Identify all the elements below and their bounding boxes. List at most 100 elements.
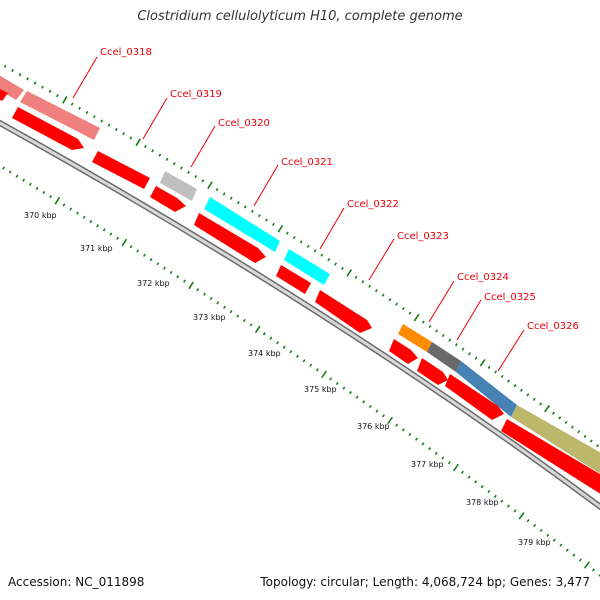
inner-tick [315, 368, 319, 372]
outer-tick [388, 298, 392, 302]
cds-arrow[interactable] [501, 419, 600, 500]
cds-arrow[interactable] [12, 107, 84, 150]
gene-label-ccel-0318[interactable]: Ccel_0318 [100, 47, 152, 58]
inner-tick [591, 568, 595, 572]
inner-tick [156, 262, 160, 266]
outer-tick [551, 411, 555, 415]
outer-tick [395, 302, 399, 306]
cds-arrow[interactable] [150, 186, 186, 212]
outer-tick [539, 402, 543, 406]
outer-tick [500, 374, 504, 379]
inner-tick [289, 350, 293, 354]
inner-tick [35, 186, 39, 191]
feature-ccel-0325[interactable] [427, 342, 461, 372]
inner-tick [487, 489, 491, 494]
cds-arrow[interactable] [276, 265, 311, 294]
inner-tick [401, 428, 405, 432]
cds-arrow[interactable] [445, 374, 504, 420]
outer-tick [194, 174, 198, 179]
outer-tick [544, 404, 551, 413]
inner-tick [362, 400, 366, 404]
cds-arrow[interactable] [389, 339, 418, 364]
label-leader [142, 97, 168, 140]
inner-tick [22, 178, 26, 182]
inner-tick [382, 414, 385, 418]
inner-tick [269, 336, 273, 340]
cds-arrow[interactable] [92, 151, 150, 189]
inner-tick [42, 190, 46, 195]
cds-arrow[interactable] [315, 290, 372, 333]
topology-text: Topology: circular; Length: 4,068,724 bp… [260, 575, 590, 589]
inner-tick [309, 363, 313, 367]
gene-label-ccel-0324[interactable]: Ccel_0324 [457, 272, 509, 283]
gene-label-ccel-0323[interactable]: Ccel_0323 [397, 231, 449, 242]
outer-tick [401, 306, 405, 311]
label-leader [253, 164, 279, 207]
label-leader [319, 207, 345, 250]
inner-tick [518, 512, 525, 520]
outer-tick [513, 384, 517, 388]
outer-tick [265, 218, 268, 222]
scale-label: 376 kbp [357, 422, 390, 431]
scale-label: 375 kbp [304, 385, 337, 394]
gene-label-ccel-0325[interactable]: Ccel_0325 [484, 292, 536, 303]
outer-tick [292, 235, 296, 240]
outer-tick [479, 359, 486, 367]
inner-tick [149, 257, 153, 262]
inner-tick [434, 451, 438, 455]
feature-ccel-0324[interactable] [398, 324, 432, 352]
gene-label-ccel-0322[interactable]: Ccel_0322 [347, 199, 399, 210]
feature-ccel-0321[interactable] [204, 197, 280, 252]
inner-tick [533, 523, 537, 528]
inner-tick [69, 207, 73, 211]
cds-arrow[interactable] [0, 86, 8, 101]
outer-tick [564, 420, 568, 425]
outer-tick [374, 289, 378, 293]
inner-tick [183, 279, 186, 283]
feature-ccel-0326-olive[interactable] [511, 405, 600, 480]
inner-tick [480, 485, 484, 489]
outer-tick [519, 388, 523, 392]
outer-tick [18, 73, 22, 77]
outer-tick [229, 196, 233, 200]
feature-ccel-0319[interactable] [20, 91, 100, 140]
outer-tick [570, 425, 574, 429]
inner-tick [552, 538, 556, 542]
outer-tick [251, 209, 254, 213]
scale-label: 374 kbp [248, 349, 281, 358]
gene-label-ccel-0320[interactable]: Ccel_0320 [218, 118, 270, 129]
gene-label-ccel-0321[interactable]: Ccel_0321 [281, 157, 333, 168]
outer-tick [596, 444, 600, 448]
outer-tick-track [3, 64, 600, 448]
inner-tick-track [2, 166, 600, 577]
cds-arrow[interactable] [194, 213, 266, 263]
outer-tick [408, 311, 412, 315]
outer-tick [201, 179, 205, 183]
inner-tick [15, 174, 19, 178]
inner-tick [513, 509, 517, 513]
inner-tick [236, 314, 240, 318]
feature-ccel-0320[interactable] [160, 171, 197, 201]
inner-tick [89, 219, 93, 224]
inner-tick [82, 215, 86, 219]
inner-tick [329, 377, 333, 381]
inner-tick [598, 573, 600, 577]
inner-tick [209, 296, 213, 301]
outer-tick [33, 81, 37, 85]
feature-ccel-0326-blue[interactable] [456, 361, 517, 417]
inner-tick [493, 494, 497, 498]
gene-label-ccel-0326[interactable]: Ccel_0326 [527, 321, 579, 332]
outer-tick [454, 343, 458, 347]
outer-tick [41, 85, 44, 89]
cds-arrow[interactable] [417, 358, 448, 385]
gene-label-ccel-0319[interactable]: Ccel_0319 [170, 89, 222, 100]
feature-ccel-0322[interactable] [284, 249, 330, 285]
inner-tick [169, 270, 173, 275]
inner-tick [387, 416, 394, 425]
inner-tick [296, 354, 299, 358]
scale-label: 378 kbp [466, 498, 499, 507]
inner-tick [176, 275, 180, 279]
inner-tick [8, 170, 12, 174]
label-leader [456, 299, 482, 341]
inner-tick [223, 305, 226, 309]
